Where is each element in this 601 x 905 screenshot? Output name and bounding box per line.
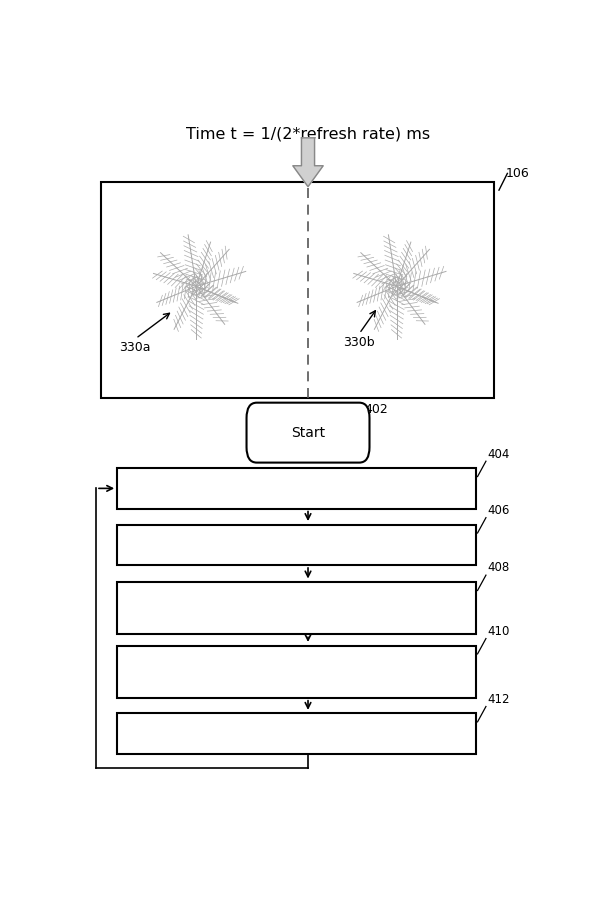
Text: 412: 412 — [487, 693, 510, 706]
Bar — [117, 582, 476, 634]
Text: Time t = 1/(2*refresh rate) ms: Time t = 1/(2*refresh rate) ms — [186, 126, 430, 141]
Bar — [101, 182, 494, 398]
Polygon shape — [293, 138, 323, 186]
Text: Begin displaying right side at time t=i+1/
(2*refresh rate) ms: Begin displaying right side at time t=i+… — [157, 657, 436, 687]
Bar — [117, 468, 476, 509]
Text: 330a: 330a — [120, 340, 151, 354]
Text: 106: 106 — [506, 167, 529, 180]
Text: Increment i by 1/refresh rate: Increment i by 1/refresh rate — [200, 728, 392, 740]
Text: Begin displaying left side at time t=i ms: Begin displaying left side at time t=i m… — [162, 538, 430, 551]
Text: 402: 402 — [364, 403, 388, 416]
Bar — [117, 525, 476, 565]
Text: 408: 408 — [487, 561, 510, 575]
Bar — [117, 645, 476, 698]
FancyBboxPatch shape — [246, 403, 370, 462]
Bar — [117, 713, 476, 754]
Text: 330b: 330b — [343, 337, 374, 349]
Text: 406: 406 — [487, 504, 510, 517]
Text: Start: Start — [291, 425, 325, 440]
Text: Composite scene for left side at time t=i ms: Composite scene for left side at time t=… — [149, 481, 444, 495]
Text: 410: 410 — [487, 624, 510, 638]
Text: Composite scene for right side at time t=i+1/
(2*refresh rate) ms: Composite scene for right side at time t… — [144, 594, 449, 624]
Text: 404: 404 — [487, 447, 510, 461]
